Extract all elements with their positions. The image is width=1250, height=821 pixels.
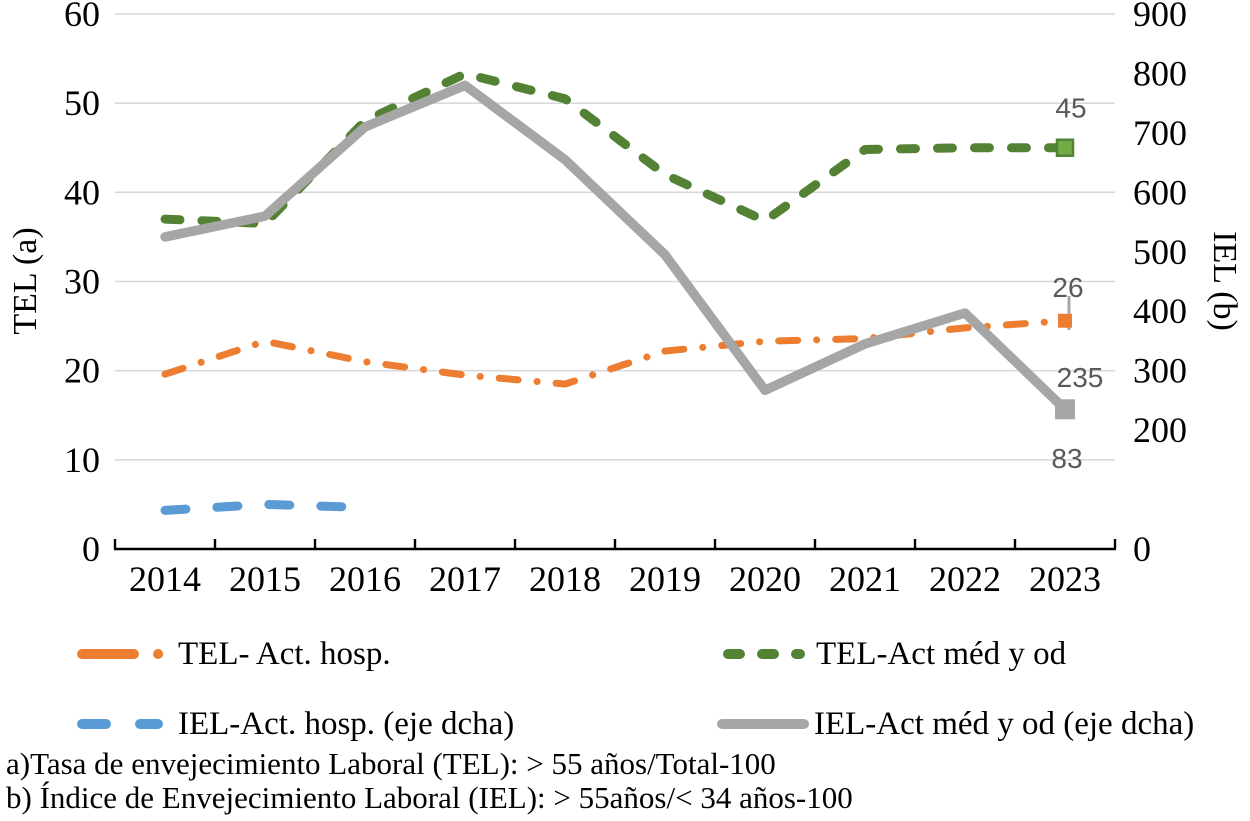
plot-area: 0 10 20 30 40 50 60 900 800 700 600 500 400 300 200 0 20… xyxy=(64,0,1187,599)
right-axis-tick-label: 800 xyxy=(1133,53,1187,93)
series-line-tel-act-med xyxy=(160,69,1070,229)
legend-swatch-line xyxy=(717,719,809,729)
left-axis-tick-label: 10 xyxy=(64,440,100,480)
left-axis-tick-label: 30 xyxy=(64,262,100,302)
legend-label-tel-act-med: TEL-Act méd y od xyxy=(816,636,1067,672)
left-axis-tick-label: 60 xyxy=(64,0,100,34)
left-axis-tick-label: 0 xyxy=(82,529,100,569)
data-label-tel-act-hosp: 26 xyxy=(1052,272,1083,303)
x-axis-tick-label: 2020 xyxy=(729,559,801,599)
footnote-b: b) Índice de Envejecimiento Laboral (IEL… xyxy=(6,780,853,815)
x-axis-tick-label: 2022 xyxy=(929,559,1001,599)
right-axis-tick-label: 0 xyxy=(1133,529,1151,569)
end-marker-tel-act-med xyxy=(1055,138,1075,157)
footnote-a: a)Tasa de envejecimiento Laboral (TEL): … xyxy=(6,746,776,781)
legend-swatch-line xyxy=(723,649,805,659)
right-axis-tick-label: 300 xyxy=(1133,351,1187,391)
series-line-iel-act-hosp xyxy=(160,499,370,515)
legend-swatch-tel-act-med xyxy=(722,644,806,669)
left-axis-tick-label: 50 xyxy=(64,83,100,123)
legend-swatch-iel-act-med xyxy=(716,714,810,739)
legend-swatch-line xyxy=(77,649,171,659)
legend-label-iel-act-hosp: IEL-Act. hosp. (eje dcha) xyxy=(178,706,515,742)
series-line-iel-act-med xyxy=(160,80,1070,415)
legend-label-tel-act-hosp: TEL- Act. hosp. xyxy=(178,636,391,672)
legend-label-iel-act-med: IEL-Act méd y od (eje dcha) xyxy=(814,706,1195,742)
right-axis-tick-label: 400 xyxy=(1133,291,1187,331)
x-axis-tick-label: 2014 xyxy=(129,559,201,599)
right-axis-tick-label: 900 xyxy=(1133,0,1187,34)
legend-swatch-iel-act-hosp xyxy=(76,714,164,739)
x-axis-tick-label: 2021 xyxy=(829,559,901,599)
right-axis-tick-label: 500 xyxy=(1133,232,1187,272)
x-axis-tick-label: 2015 xyxy=(229,559,301,599)
x-axis-tick-label: 2018 xyxy=(529,559,601,599)
data-label-iel-act-hosp: 83 xyxy=(1051,443,1082,474)
left-axis-tick-label: 40 xyxy=(64,172,100,212)
end-marker-iel-act-med xyxy=(1055,399,1075,420)
right-axis-tick-label: 700 xyxy=(1133,113,1187,153)
right-axis-tick-label: 600 xyxy=(1133,172,1187,212)
left-axis-tick-label: 20 xyxy=(64,351,100,391)
x-axis-tick-label: 2016 xyxy=(329,559,401,599)
end-marker-tel-act-hosp xyxy=(1058,313,1072,328)
x-axis-tick-label: 2019 xyxy=(629,559,701,599)
data-label-tel-act-med: 45 xyxy=(1055,92,1086,123)
right-axis-tick-label: 200 xyxy=(1133,410,1187,450)
left-axis-title: TEL (a) xyxy=(7,227,44,335)
legend-swatch-line xyxy=(77,719,163,729)
x-axis-tick-label: 2017 xyxy=(429,559,501,599)
legend-swatch-tel-act-hosp xyxy=(76,644,172,669)
x-axis-tick-label: 2023 xyxy=(1029,559,1101,599)
right-axis-title: IEL (b) xyxy=(1206,231,1243,331)
data-label-iel-act-med: 235 xyxy=(1057,362,1104,393)
series-line-tel-act-hosp xyxy=(161,317,1069,388)
